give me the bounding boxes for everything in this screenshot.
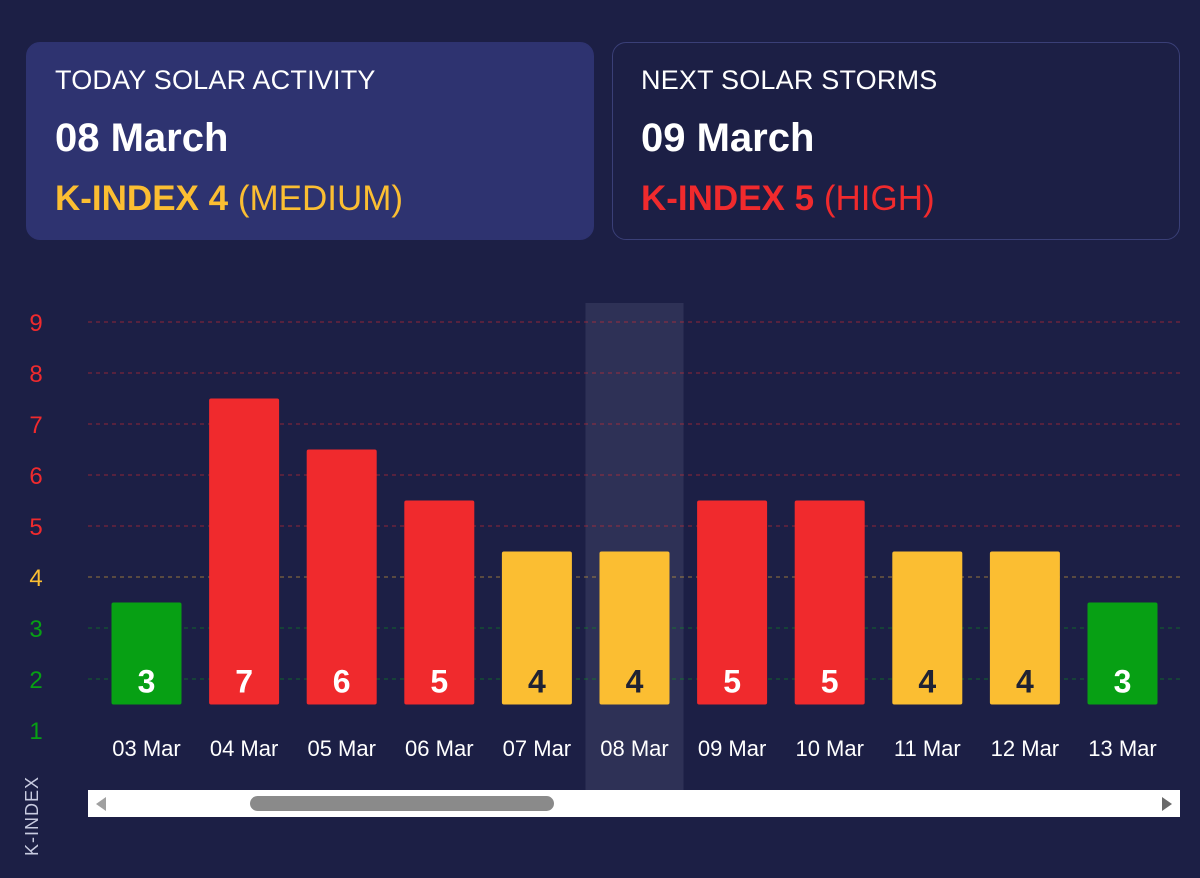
today-card-heading: TODAY SOLAR ACTIVITY — [55, 65, 376, 95]
today-card-date: 08 March — [55, 116, 229, 160]
y-tick-label: 2 — [29, 667, 42, 694]
y-tick-label: 1 — [29, 718, 42, 745]
bar-value-label: 6 — [333, 664, 351, 700]
y-axis-title: K-INDEX — [22, 775, 42, 856]
bar-value-label: 4 — [528, 664, 546, 700]
x-tick-label: 04 Mar — [210, 736, 278, 761]
y-tick-label: 8 — [29, 361, 42, 388]
bar-value-label: 5 — [430, 664, 448, 700]
bar — [306, 449, 377, 705]
highlight-column — [585, 303, 684, 790]
x-tick-label: 12 Mar — [991, 736, 1059, 761]
x-tick-label: 09 Mar — [698, 736, 766, 761]
scroll-right-arrow-icon[interactable] — [1162, 797, 1172, 811]
next-solar-storms-card: NEXT SOLAR STORMS 09 March K-INDEX 5 (HI… — [612, 42, 1180, 240]
today-solar-activity-card: TODAY SOLAR ACTIVITY 08 March K-INDEX 4 … — [26, 42, 594, 240]
next-kindex-level: (HIGH) — [823, 179, 935, 218]
today-kindex-level: (MEDIUM) — [237, 179, 404, 218]
bar-value-label: 5 — [723, 664, 741, 700]
y-tick-label: 6 — [29, 463, 42, 490]
y-tick-label: 7 — [29, 412, 42, 439]
next-card-date: 09 March — [641, 116, 815, 160]
y-tick-label: 9 — [29, 310, 42, 337]
bar-value-label: 4 — [918, 664, 936, 700]
bar — [501, 551, 572, 705]
chart-horizontal-scrollbar[interactable] — [88, 790, 1180, 817]
x-tick-label: 08 Mar — [600, 736, 668, 761]
bar-value-label: 5 — [821, 664, 839, 700]
y-tick-label: 4 — [29, 565, 42, 592]
scroll-left-arrow-icon[interactable] — [96, 797, 106, 811]
bar — [697, 500, 768, 705]
bar-value-label: 4 — [1016, 664, 1034, 700]
x-tick-label: 13 Mar — [1088, 736, 1156, 761]
next-card-kindex: K-INDEX 5 (HIGH) — [641, 179, 1151, 219]
bar — [892, 551, 963, 705]
bar — [1087, 602, 1158, 705]
next-card-heading: NEXT SOLAR STORMS — [641, 65, 938, 95]
bar — [989, 551, 1060, 705]
x-tick-label: 10 Mar — [795, 736, 863, 761]
k-index-bar-chart: 1 2 3 4 5 6 7 8 9 3 03 Mar 7 04 Mar 6 05 Mar 5 06 Mar 4 07… — [29, 303, 1180, 790]
x-tick-label: 05 Mar — [307, 736, 375, 761]
x-tick-label: 03 Mar — [112, 736, 180, 761]
x-tick-label: 11 Mar — [894, 736, 961, 761]
today-card-kindex: K-INDEX 4 (MEDIUM) — [55, 179, 565, 219]
bar — [404, 500, 475, 705]
bar — [794, 500, 865, 705]
x-tick-label: 07 Mar — [503, 736, 571, 761]
bar — [209, 398, 280, 705]
today-kindex-label: K-INDEX 4 — [55, 179, 229, 218]
x-tick-label: 06 Mar — [405, 736, 473, 761]
bar — [599, 551, 670, 705]
next-kindex-label: K-INDEX 5 — [641, 179, 815, 218]
bar-value-label: 4 — [626, 664, 644, 700]
y-tick-label: 3 — [29, 616, 42, 643]
bar-value-label: 3 — [138, 664, 156, 700]
scroll-thumb[interactable] — [250, 796, 554, 811]
bar-value-label: 3 — [1114, 664, 1132, 700]
bar — [111, 602, 182, 705]
y-tick-label: 5 — [29, 514, 42, 541]
bar-value-label: 7 — [235, 664, 253, 700]
